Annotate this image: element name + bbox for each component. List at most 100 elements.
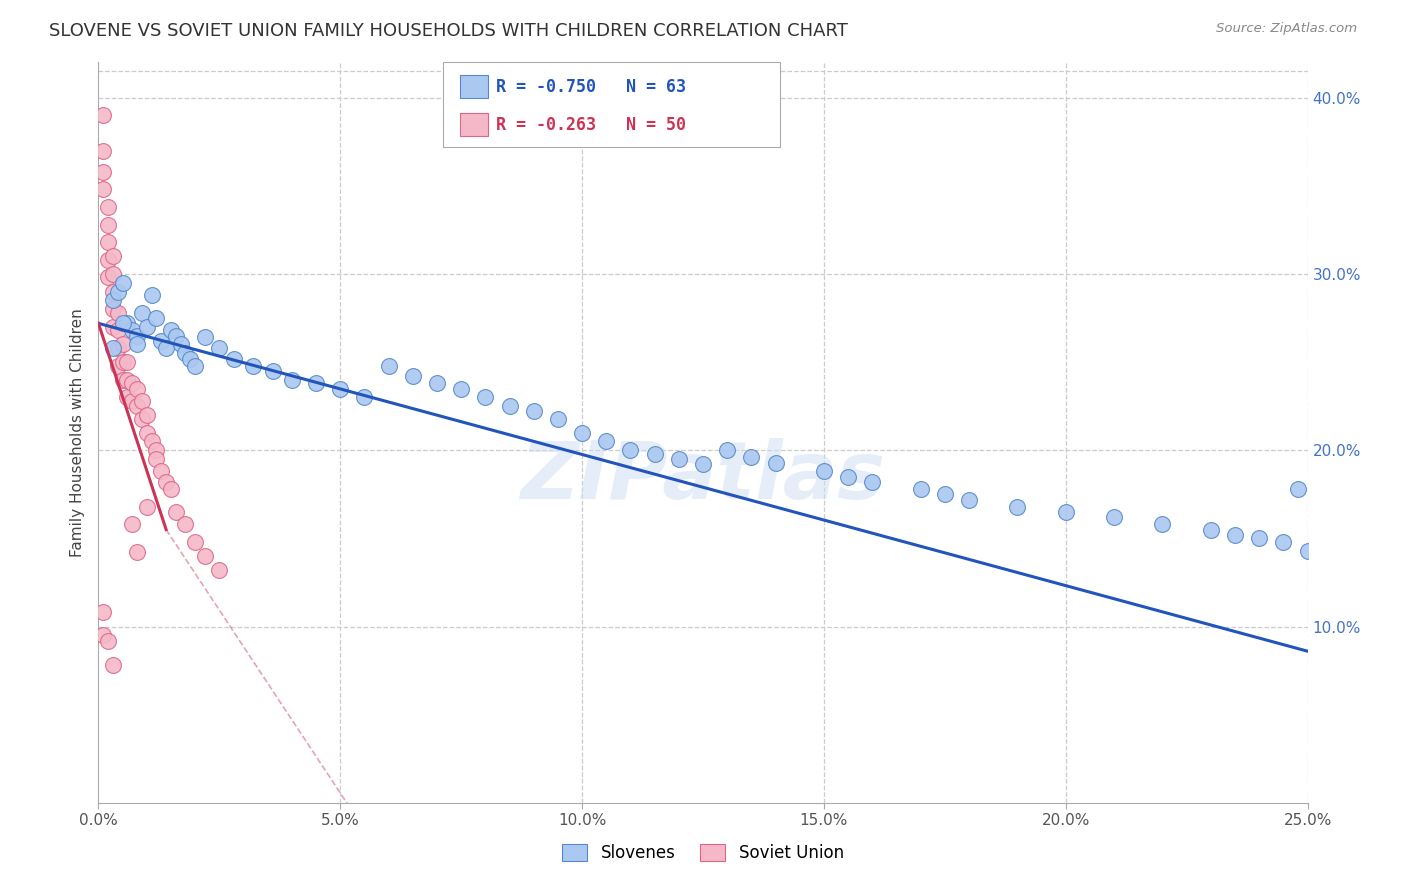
- Point: [91, 606, 114, 620]
- Text: R = -0.750   N = 63: R = -0.750 N = 63: [496, 78, 686, 95]
- Point: [262, 364, 284, 378]
- Point: [97, 633, 120, 648]
- Point: [222, 351, 245, 366]
- Point: [1286, 482, 1309, 496]
- Point: [121, 393, 143, 408]
- Point: [131, 306, 153, 320]
- Point: [150, 334, 173, 348]
- Point: [121, 517, 143, 532]
- Point: [692, 458, 714, 472]
- Point: [145, 443, 167, 458]
- Point: [141, 288, 163, 302]
- Point: [107, 306, 129, 320]
- Point: [595, 434, 617, 449]
- Point: [934, 487, 956, 501]
- Point: [135, 408, 157, 422]
- Point: [107, 323, 129, 337]
- Point: [305, 376, 328, 391]
- Point: [107, 285, 129, 299]
- Legend: Slovenes, Soviet Union: Slovenes, Soviet Union: [555, 837, 851, 869]
- Point: [165, 328, 187, 343]
- Point: [765, 456, 787, 470]
- Point: [101, 658, 124, 673]
- Point: [91, 165, 114, 179]
- Y-axis label: Family Households with Children: Family Households with Children: [69, 309, 84, 557]
- Point: [208, 341, 231, 355]
- Text: Source: ZipAtlas.com: Source: ZipAtlas.com: [1216, 22, 1357, 36]
- Point: [101, 249, 124, 263]
- Point: [91, 628, 114, 642]
- Point: [121, 376, 143, 391]
- Point: [474, 390, 496, 404]
- Point: [1223, 528, 1246, 542]
- Point: [242, 359, 264, 373]
- Point: [644, 447, 666, 461]
- Point: [97, 270, 120, 285]
- Point: [860, 475, 883, 489]
- Point: [101, 293, 124, 308]
- Point: [329, 382, 352, 396]
- Point: [127, 328, 149, 343]
- Point: [1054, 505, 1077, 519]
- Point: [160, 323, 183, 337]
- Text: SLOVENE VS SOVIET UNION FAMILY HOUSEHOLDS WITH CHILDREN CORRELATION CHART: SLOVENE VS SOVIET UNION FAMILY HOUSEHOLD…: [49, 22, 848, 40]
- Point: [135, 500, 157, 514]
- Point: [179, 351, 201, 366]
- Point: [111, 316, 134, 330]
- Point: [498, 399, 520, 413]
- Point: [111, 276, 134, 290]
- Point: [165, 505, 187, 519]
- Point: [117, 373, 139, 387]
- Point: [111, 337, 134, 351]
- Point: [127, 545, 149, 559]
- Point: [668, 452, 690, 467]
- Point: [127, 337, 149, 351]
- Point: [101, 319, 124, 334]
- Point: [131, 393, 153, 408]
- Point: [426, 376, 449, 391]
- Point: [117, 355, 139, 369]
- Point: [1249, 532, 1271, 546]
- Point: [97, 200, 120, 214]
- Point: [1152, 517, 1174, 532]
- Point: [145, 452, 167, 467]
- Point: [101, 267, 124, 281]
- Point: [117, 316, 139, 330]
- Point: [523, 404, 546, 418]
- Text: ZIPatlas: ZIPatlas: [520, 438, 886, 516]
- Point: [353, 390, 375, 404]
- Point: [97, 252, 120, 267]
- Point: [184, 359, 207, 373]
- Point: [1296, 543, 1319, 558]
- Point: [957, 492, 980, 507]
- Point: [155, 475, 177, 489]
- Point: [101, 302, 124, 317]
- Point: [101, 341, 124, 355]
- Point: [111, 355, 134, 369]
- Point: [377, 359, 399, 373]
- Point: [121, 323, 143, 337]
- Point: [402, 369, 425, 384]
- Point: [135, 319, 157, 334]
- Point: [155, 341, 177, 355]
- Point: [107, 341, 129, 355]
- Point: [174, 517, 197, 532]
- Point: [150, 464, 173, 478]
- Point: [281, 373, 304, 387]
- Point: [208, 563, 231, 577]
- Point: [1007, 500, 1029, 514]
- Point: [135, 425, 157, 440]
- Point: [145, 311, 167, 326]
- Point: [97, 235, 120, 250]
- Point: [450, 382, 472, 396]
- Point: [117, 390, 139, 404]
- Point: [194, 549, 217, 563]
- Point: [107, 359, 129, 373]
- Point: [837, 469, 859, 483]
- Point: [127, 382, 149, 396]
- Point: [91, 108, 114, 122]
- Point: [160, 482, 183, 496]
- Point: [184, 535, 207, 549]
- Point: [194, 330, 217, 344]
- Point: [1102, 510, 1125, 524]
